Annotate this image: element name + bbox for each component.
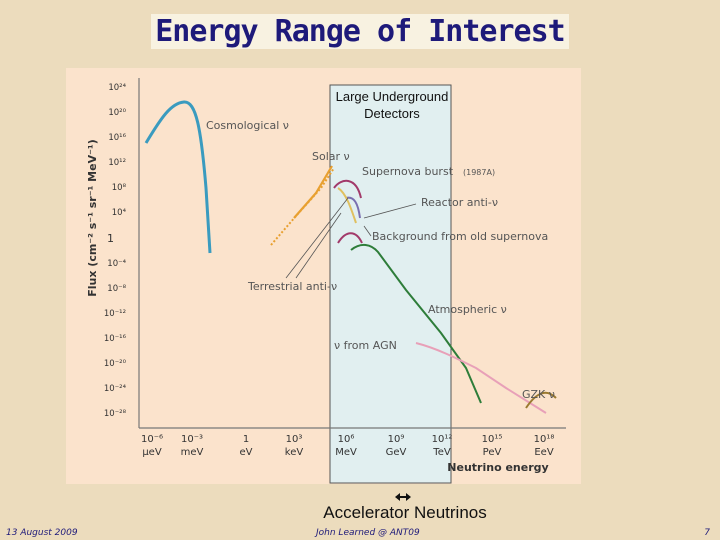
y-tick-label: 10⁻²⁴ [104,384,127,394]
background-sn-curve [337,232,363,244]
atmospheric-curve [350,244,482,404]
x-tick-label: 10¹² [432,434,453,445]
slide-title-text: Energy Range of Interest [151,14,569,49]
y-tick-label: 10⁻²⁰ [104,359,127,369]
x-tick-label: 10⁻³ [181,434,203,445]
x-tick-label: 10¹⁵ [482,434,503,445]
supernova-year-label: (1987A) [463,168,495,177]
x-tick-label: 1 [243,434,249,445]
x-tick-label: 10¹⁸ [534,434,555,445]
y-tick-label: 10¹² [108,158,126,168]
y-tick-label: 10²⁰ [108,108,126,118]
detector-box [329,84,452,484]
x-tick-label: 10³ [286,434,303,445]
x-tick-label: 10⁹ [388,434,405,445]
supernova-label: Supernova burst [362,165,454,178]
cosmological-label: Cosmological ν [206,119,289,132]
x-tick-label: 10⁻⁶ [141,434,163,445]
x-unit-label: μeV [142,447,162,458]
x-unit-label: keV [285,447,304,458]
agn-label: ν from AGN [334,339,397,352]
reactor-pointer [363,203,417,219]
y-tick-label: 10⁻²⁸ [104,409,127,419]
gzk-label: GZK ν [522,388,555,401]
y-tick-label: 10⁻⁸ [107,284,126,294]
supernova-curve [333,179,362,199]
x-unit-label: meV [181,447,204,458]
x-unit-label: EeV [534,447,553,458]
terrestrial-pointer-2 [295,212,342,279]
y-tick-label: 10⁻¹² [104,309,126,319]
y-tick-label: 10²⁴ [108,83,126,93]
solar-label: Solar ν [312,150,350,163]
double-arrow-icon [395,493,411,501]
gzk-curve [525,391,557,409]
x-unit-label: eV [240,447,253,458]
x-unit-label: GeV [386,447,407,458]
x-unit-label: PeV [483,447,502,458]
y-tick-label: 10⁴ [112,208,127,218]
neutrino-flux-figure: Flux (cm⁻² s⁻¹ sr⁻¹ MeV⁻¹) 10²⁴ 10²⁰ 10¹… [66,68,581,484]
flux-plot: Flux (cm⁻² s⁻¹ sr⁻¹ MeV⁻¹) 10²⁴ 10²⁰ 10¹… [86,78,566,484]
atmospheric-label: Atmospheric ν [428,303,507,316]
agn-curve [415,342,547,414]
footer-date: 13 August 2009 [6,528,78,538]
background-pointer [363,225,372,237]
accelerator-label: Accelerator Neutrinos [323,503,487,522]
detector-box-label: Large Underground Detectors [335,89,449,121]
terrestrial-label: Terrestrial anti-ν [247,280,337,293]
footer-page-number: 7 [704,528,710,538]
terrestrial-pointer [285,197,349,279]
solar-curve [293,165,333,219]
cosmological-curve [144,100,212,254]
background-sn-label: Background from old supernova [372,230,548,243]
reactor-label: Reactor anti-ν [421,196,498,209]
y-tick-label: 10⁸ [112,183,127,193]
y-tick-label: 10¹⁶ [108,133,126,143]
x-unit-label: MeV [335,447,357,458]
slide-title: Energy Range of Interest [0,14,720,49]
y-axis-label: Flux (cm⁻² s⁻¹ sr⁻¹ MeV⁻¹) [86,139,99,297]
x-axis-label: Neutrino energy [447,461,548,474]
x-tick-label: 10⁶ [338,434,355,445]
reactor-curve [345,196,361,219]
solar-peak-curve [337,187,357,224]
y-tick-label: 1 [107,232,114,245]
footer-author: John Learned @ ANT09 [316,528,420,538]
x-unit-label: TeV [432,447,451,458]
y-tick-label: 10⁻¹⁶ [104,334,127,344]
y-tick-label: 10⁻⁴ [107,259,126,269]
